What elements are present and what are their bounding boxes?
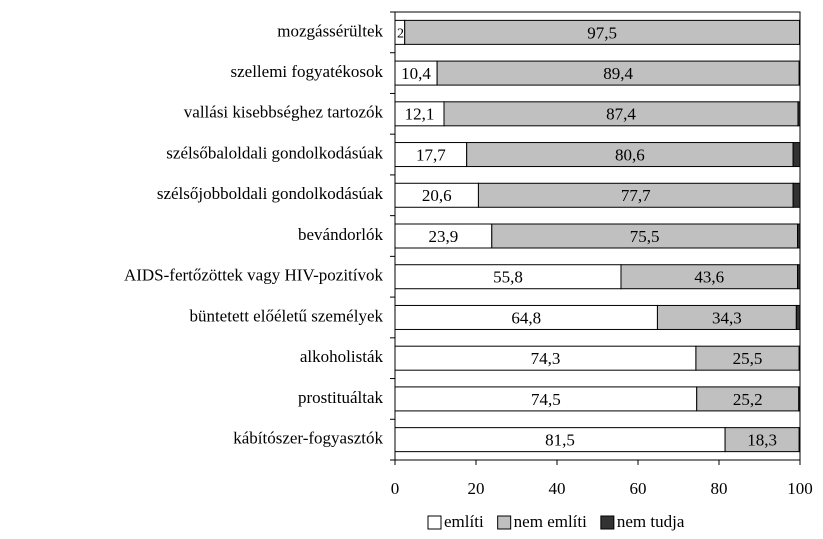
legend-label: nem tudja: [617, 512, 685, 531]
data-label: 55,8: [493, 268, 523, 287]
x-tick-label: 60: [630, 479, 647, 498]
data-label: 74,5: [531, 390, 561, 409]
bar-segment: [394, 182, 479, 208]
data-label: 43,6: [694, 268, 724, 287]
bar-segment: [443, 101, 799, 127]
y-tick-label: szélsőjobboldali gondolkodásúak: [157, 184, 384, 203]
bar-segment: [394, 386, 698, 412]
bar-segment: [404, 19, 801, 45]
bar-segment: [792, 142, 801, 168]
y-tick-label: bevándorlók: [298, 225, 383, 244]
legend-swatch: [427, 515, 442, 530]
x-tick-label: 40: [549, 479, 566, 498]
bar-segment: [394, 264, 622, 290]
y-tick-label: büntetett előéletű személyek: [189, 306, 383, 325]
y-tick-label: szélsőbaloldali gondolkodásúak: [166, 143, 383, 162]
y-tick-label: mozgássérültek: [277, 21, 383, 40]
data-label: 17,7: [416, 145, 446, 164]
bar-segment: [798, 427, 801, 453]
bar-segment: [795, 304, 801, 330]
bar-segment: [724, 427, 800, 453]
y-tick-label: prostituáltak: [298, 388, 383, 407]
bar-segment: [394, 304, 658, 330]
bar-segment: [394, 142, 468, 168]
data-label: 81,5: [545, 431, 575, 450]
bar-segment: [798, 345, 801, 371]
bar-segment: [797, 223, 801, 249]
y-tick-label: AIDS-fertőzöttek vagy HIV-pozitívok: [124, 266, 384, 285]
bar-segment: [394, 101, 445, 127]
data-label: 77,7: [621, 186, 651, 205]
y-tick-label: vallási kisebbséghez tartozók: [184, 103, 384, 122]
bar-segment: [394, 345, 697, 371]
bar-segment: [798, 60, 801, 86]
data-label: 64,8: [511, 308, 541, 327]
bar-segment: [491, 223, 799, 249]
x-tick-label: 20: [468, 479, 485, 498]
bar-segment: [656, 304, 797, 330]
data-label: 25,2: [733, 390, 763, 409]
data-label: 18,3: [747, 431, 777, 450]
data-label: 89,4: [603, 64, 633, 83]
data-label: 10,4: [401, 64, 431, 83]
x-tick-label: 80: [711, 479, 728, 498]
data-label: 23,9: [429, 227, 459, 246]
data-label: 80,6: [615, 145, 645, 164]
y-tick-label: kábítószer-fogyasztók: [233, 429, 383, 448]
data-label: 20,6: [422, 186, 452, 205]
data-label: 34,3: [712, 308, 742, 327]
x-tick-label: 0: [391, 479, 400, 498]
data-label: 74,3: [531, 349, 561, 368]
data-label: 75,5: [630, 227, 660, 246]
x-tick-label: 100: [787, 479, 813, 498]
legend-swatch: [497, 515, 512, 530]
legend-label: említi: [444, 512, 484, 531]
bar-segment: [477, 182, 794, 208]
data-label: 12,1: [405, 105, 435, 124]
legend-swatch: [600, 515, 615, 530]
data-label: 25,5: [733, 349, 763, 368]
y-tick-label: alkoholisták: [300, 347, 384, 366]
bar-segment: [792, 182, 801, 208]
legend-label: nem említi: [514, 512, 587, 531]
data-label: 97,5: [587, 23, 617, 42]
bar-segment: [798, 386, 801, 412]
bar-segment: [797, 264, 801, 290]
y-tick-label: szellemi fogyatékosok: [231, 62, 384, 81]
bar-segment: [696, 386, 800, 412]
bar-segment: [797, 101, 801, 127]
bar-segment: [394, 223, 493, 249]
data-label: 87,4: [606, 105, 636, 124]
bar-segment: [620, 264, 799, 290]
